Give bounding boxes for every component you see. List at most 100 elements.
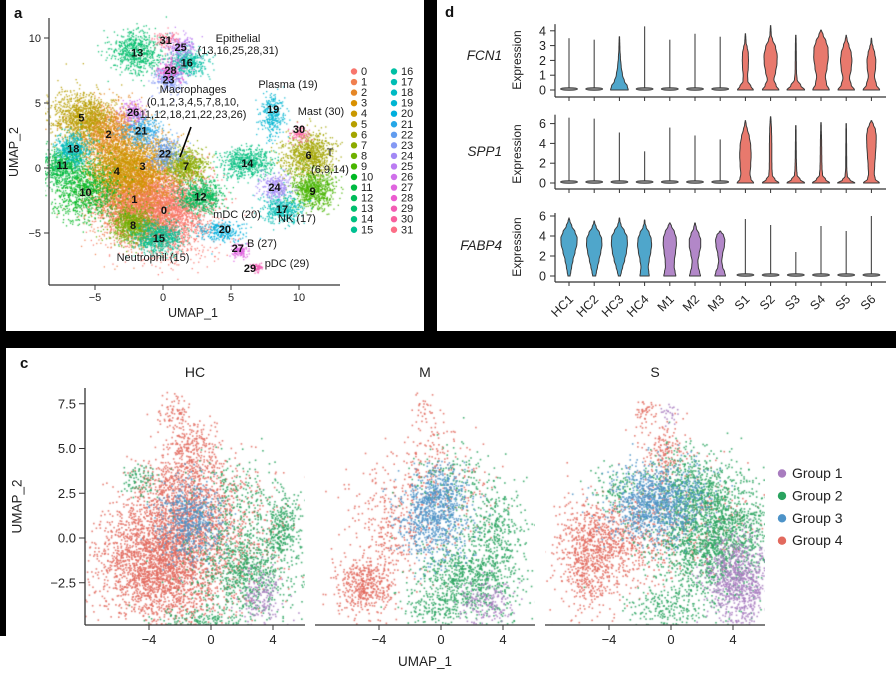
axis-tick-label: 0.0 [58, 531, 76, 546]
axis-tick-label: −5 [28, 228, 41, 240]
axis-tick-label: 2.5 [58, 486, 76, 501]
facet-title: HC [185, 364, 205, 380]
group-legend-dot [777, 469, 787, 478]
violin-shape [736, 120, 755, 184]
axis-tick-label: 6 [539, 117, 546, 131]
cluster-legend-label: 27 [401, 182, 413, 194]
cluster-legend-dot [350, 131, 358, 138]
cluster-legend-label: 24 [401, 150, 413, 162]
cluster-legend-label: 23 [401, 140, 413, 152]
violin-shape [662, 222, 677, 277]
axis-tick-label: 5.0 [58, 441, 76, 456]
cluster-legend-dot [390, 184, 398, 191]
cluster-legend-dot [390, 173, 398, 181]
violin-base [585, 87, 604, 91]
violin-base [660, 87, 679, 91]
violin-base [560, 87, 578, 91]
axis-tick-label: 2 [539, 54, 546, 68]
axis-tick-label: 1 [539, 69, 546, 83]
cluster-legend-dot [390, 78, 398, 86]
violin-base [736, 273, 755, 277]
cluster-legend-label: 1 [361, 77, 367, 89]
panel-c-yaxis-label: UMAP_2 [9, 479, 25, 534]
axis-tick-label: 0 [35, 163, 41, 175]
violin-shape [560, 217, 578, 277]
panel-d-label: d [445, 4, 455, 21]
cluster-legend-dot [350, 184, 358, 191]
cluster-legend-label: 21 [401, 119, 413, 131]
axis-tick-label: 3 [539, 39, 546, 53]
violin-shape [811, 122, 831, 184]
axis-tick-label: 0 [539, 177, 546, 191]
cluster-legend-label: 2 [361, 87, 367, 99]
divider-vertical [424, 0, 437, 348]
group-legend-label: Group 2 [792, 487, 843, 503]
violin-shape [837, 123, 856, 184]
violin-base [711, 180, 730, 184]
panel-a-xaxis-label: UMAP_1 [167, 306, 219, 320]
cluster-legend-label: 28 [401, 193, 413, 205]
violin-shape [786, 125, 806, 184]
violin-shape [737, 33, 754, 91]
violin-shape [714, 230, 726, 277]
gene-label-fcn1: FCN1 [466, 48, 502, 63]
axis-tick-label: 0 [437, 632, 444, 647]
violin-base [610, 180, 629, 184]
violin-shape [761, 25, 780, 91]
cluster-legend-label: 16 [401, 66, 413, 78]
violin-base [862, 273, 881, 277]
axis-tick-label: 4 [269, 632, 276, 647]
sample-tick-label: M1 [655, 292, 677, 314]
umap-s-point-cloud [545, 388, 765, 625]
cluster-legend-label: 12 [361, 193, 373, 205]
group-legend-dot [777, 514, 787, 523]
panel-c-label: c [20, 355, 29, 372]
cluster-legend-dot [350, 121, 358, 128]
violin-shape [761, 116, 780, 184]
panel-a-label: a [14, 5, 23, 22]
axis-tick-label: 2 [539, 250, 546, 264]
axis-tick-label: 5 [228, 292, 234, 304]
sample-tick-label: S4 [807, 292, 828, 313]
umap-clusters-point-cloud [45, 14, 345, 290]
cluster-legend-label: 7 [361, 140, 367, 152]
axis-tick-label: 5 [35, 98, 41, 110]
cluster-legend-dot [390, 68, 398, 75]
violin-base [837, 273, 856, 277]
sample-tick-label: S5 [833, 292, 854, 313]
cluster-legend-label: 15 [361, 224, 373, 236]
violin-shape [862, 37, 881, 91]
axis-tick-label: 0 [207, 632, 214, 647]
cluster-legend-dot [350, 152, 358, 160]
axis-tick-label: −4 [142, 632, 157, 647]
axis-tick-label: −4 [602, 632, 617, 647]
cluster-legend-label: 22 [401, 129, 413, 141]
violin-base [761, 273, 780, 277]
axis-tick-label: 0 [667, 632, 674, 647]
violin-shape [610, 36, 629, 91]
violin-base [635, 87, 654, 91]
group-legend-label: Group 3 [792, 510, 843, 526]
violin-base [635, 180, 654, 184]
cluster-legend-label: 19 [401, 98, 413, 110]
cluster-legend-dot [350, 205, 358, 212]
gene-label-fabp4: FABP4 [460, 238, 502, 253]
cluster-legend-dot [390, 216, 398, 223]
cluster-legend-label: 30 [401, 214, 413, 226]
sample-tick-label: S3 [782, 292, 803, 313]
cluster-legend-label: 31 [401, 224, 413, 236]
axis-tick-label: 4 [539, 230, 546, 244]
cluster-legend-label: 4 [361, 108, 367, 120]
cluster-legend-dot [390, 205, 398, 212]
violin-base [786, 273, 805, 277]
cluster-legend-dot [350, 110, 358, 117]
cluster-legend-dot [390, 89, 398, 96]
violin-shape [786, 34, 806, 91]
cluster-legend-dot [390, 152, 398, 160]
cluster-legend-label: 10 [361, 172, 373, 184]
cluster-legend-label: 0 [361, 66, 367, 78]
axis-tick-label: 4 [539, 24, 546, 38]
violin-base [660, 180, 679, 184]
cluster-legend-dot [350, 89, 358, 96]
cluster-legend-label: 18 [401, 87, 413, 99]
